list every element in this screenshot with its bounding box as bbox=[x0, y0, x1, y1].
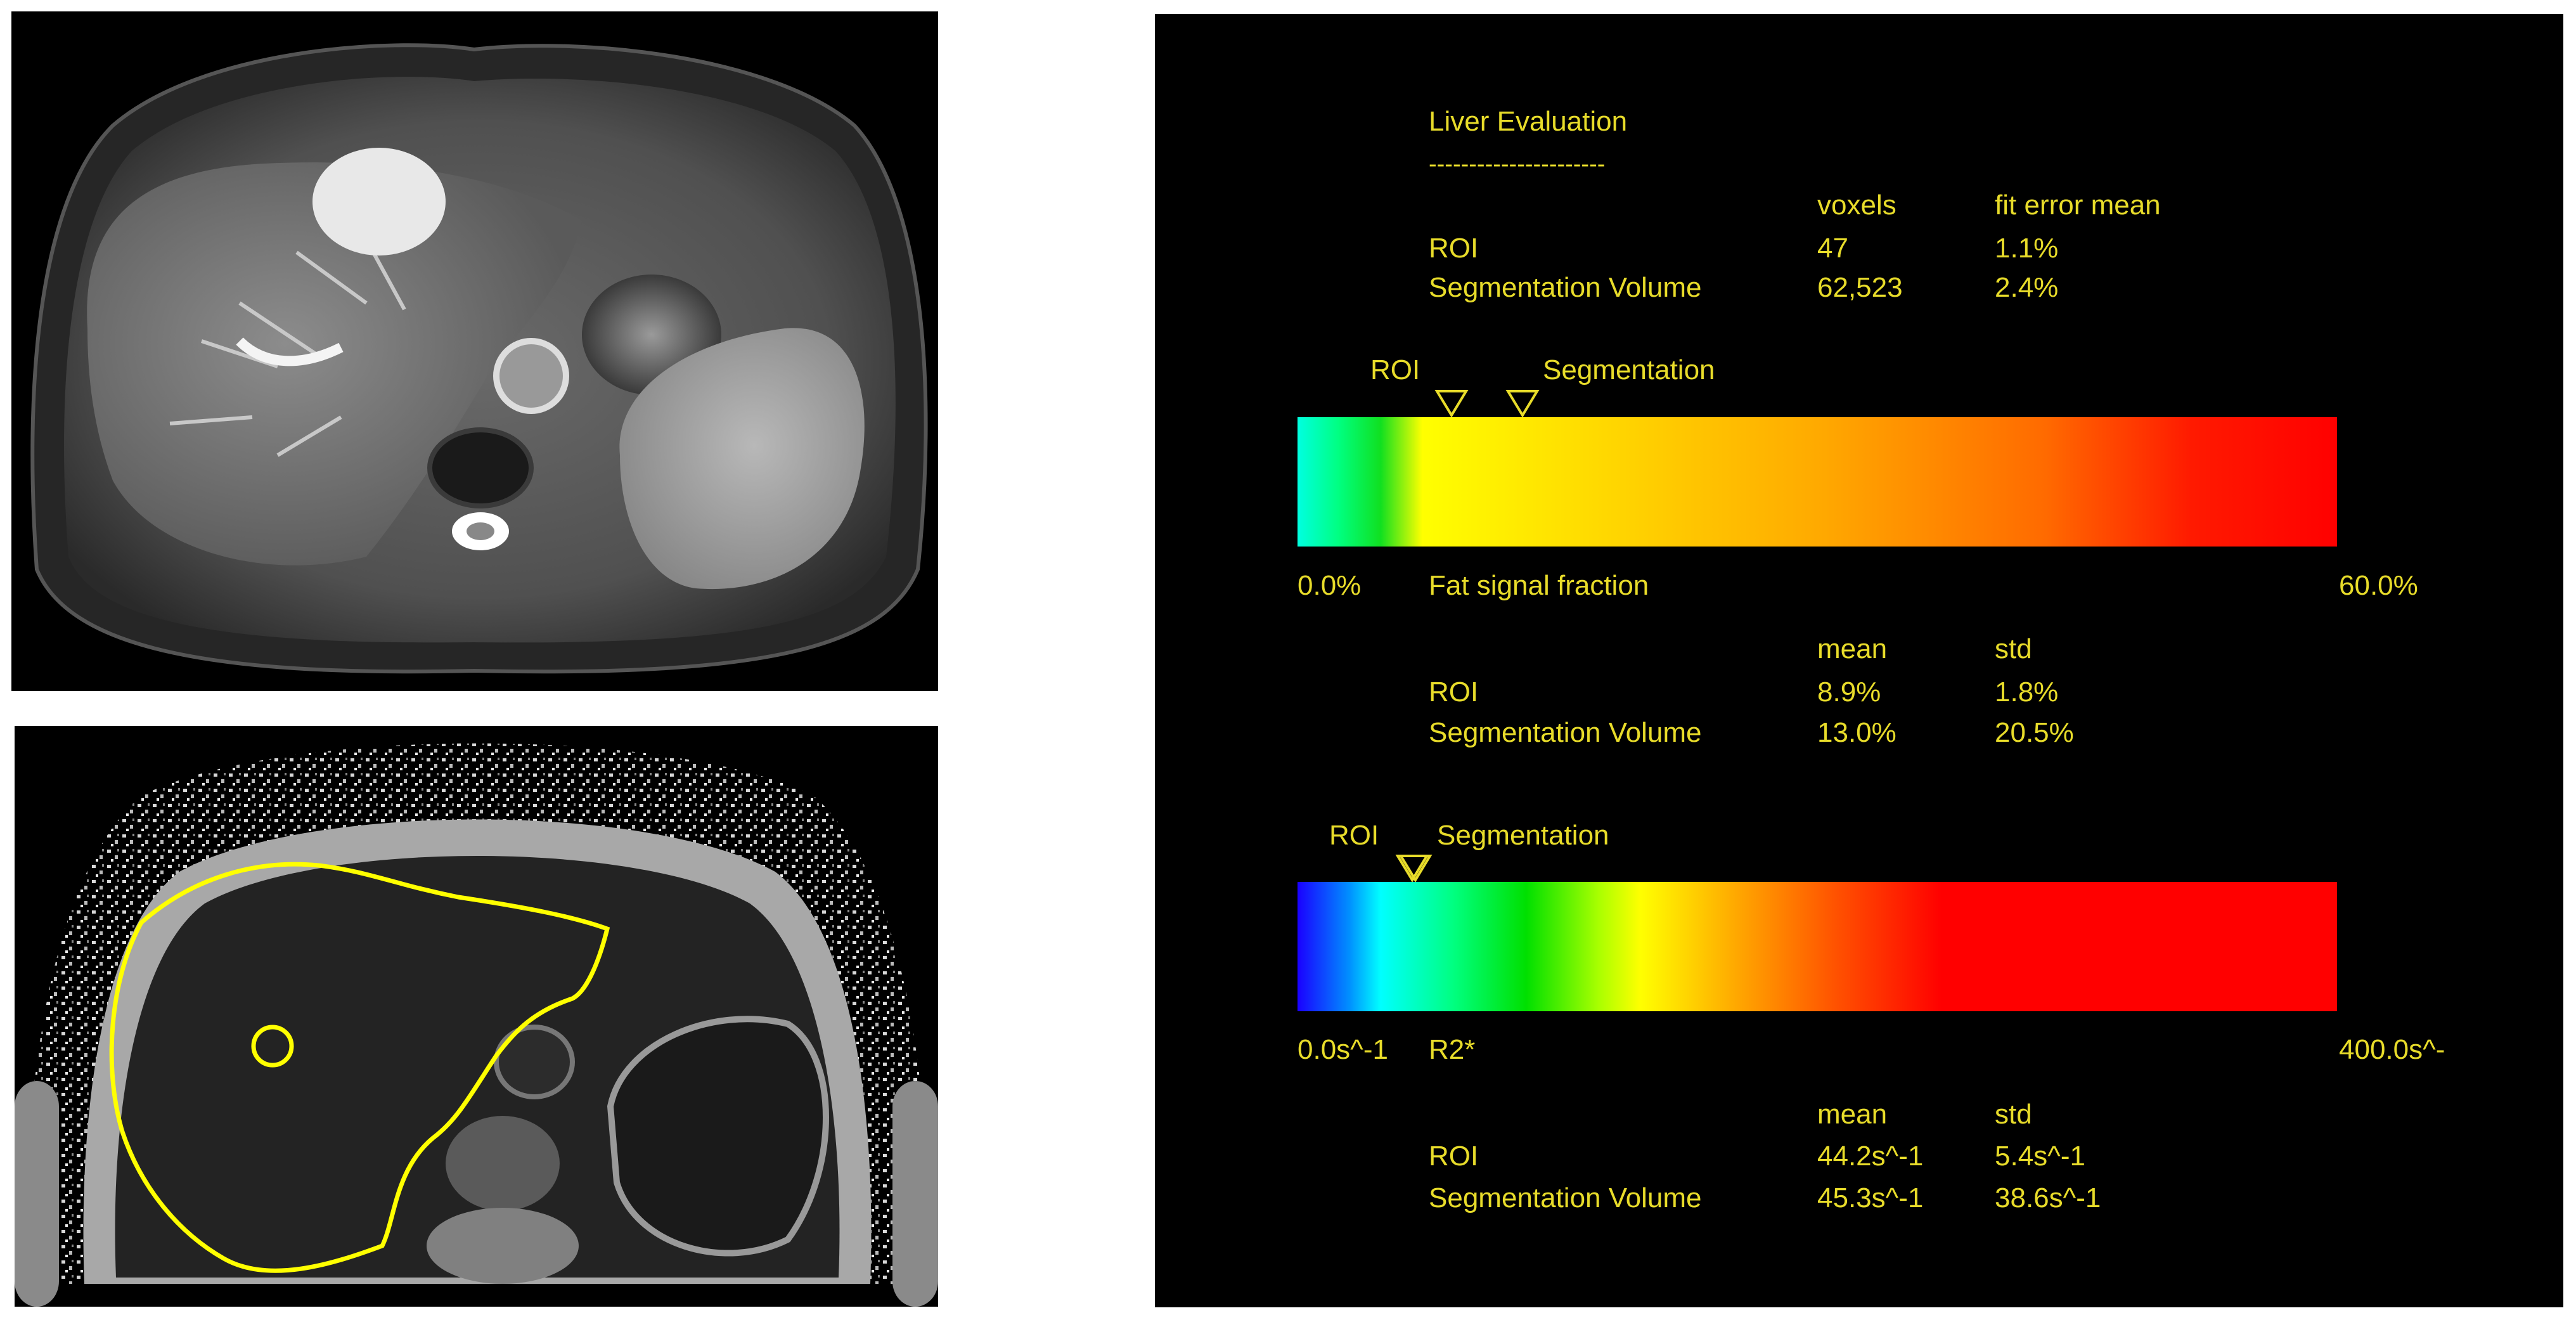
fat-row-label: Segmentation Volume bbox=[1429, 717, 1702, 748]
fat-row-value: 8.9% bbox=[1817, 676, 1881, 708]
fat-row-value: 13.0% bbox=[1817, 717, 1897, 748]
stats-header-fit-error: fit error mean bbox=[1995, 190, 2161, 221]
r2-segmentation-marker-label: Segmentation bbox=[1437, 820, 1609, 851]
stats-row-value: 1.1% bbox=[1995, 233, 2059, 264]
fat-row-value: 20.5% bbox=[1995, 717, 2074, 748]
fat-header-std: std bbox=[1995, 633, 2032, 664]
r2-scale-name: R2* bbox=[1429, 1034, 1476, 1065]
title-underline: ---------------------- bbox=[1429, 151, 1606, 178]
r2-row-value: 5.4s^-1 bbox=[1995, 1141, 2085, 1172]
r2-scale-max-label: 400.0s^- bbox=[2339, 1034, 2445, 1065]
r2-row-label: Segmentation Volume bbox=[1429, 1182, 1702, 1213]
stats-row-value: 2.4% bbox=[1995, 272, 2059, 303]
fat-scale-min-label: 0.0% bbox=[1298, 570, 1362, 601]
r2-scale-min-label: 0.0s^-1 bbox=[1298, 1034, 1388, 1065]
stats-row-value: 47 bbox=[1817, 233, 1848, 264]
fat-row-label: ROI bbox=[1429, 676, 1479, 708]
r2-header-std: std bbox=[1995, 1099, 2032, 1130]
r2-row-label: ROI bbox=[1429, 1141, 1479, 1172]
fat-roi-marker-label: ROI bbox=[1370, 354, 1420, 385]
r2-row-value: 45.3s^-1 bbox=[1817, 1182, 1924, 1213]
stats-row-label: ROI bbox=[1429, 233, 1479, 264]
fat-header-mean: mean bbox=[1817, 633, 1888, 664]
fat-segmentation-marker-label: Segmentation bbox=[1543, 354, 1715, 385]
stats-header-voxels: voxels bbox=[1817, 190, 1897, 221]
report-title: Liver Evaluation bbox=[1429, 106, 1628, 137]
stats-row-value: 62,523 bbox=[1817, 272, 1903, 303]
r2-row-value: 38.6s^-1 bbox=[1995, 1182, 2101, 1213]
r2-roi-marker-label: ROI bbox=[1329, 820, 1379, 851]
mri-segmentation-image bbox=[15, 726, 938, 1307]
stats-row-label: Segmentation Volume bbox=[1429, 272, 1702, 303]
mri-t2-axial-image bbox=[11, 11, 938, 691]
r2-header-mean: mean bbox=[1817, 1099, 1888, 1130]
fat-scale-max-label: 60.0% bbox=[2339, 570, 2418, 601]
roi-circle bbox=[251, 1025, 294, 1068]
fat-row-value: 1.8% bbox=[1995, 676, 2059, 708]
liver-segmentation-contour bbox=[109, 862, 610, 1273]
r2-star-colorbar bbox=[1298, 882, 2337, 1011]
fat-signal-colorbar bbox=[1298, 417, 2337, 547]
r2-row-value: 44.2s^-1 bbox=[1817, 1141, 1924, 1172]
liver-evaluation-report: Liver Evaluation ---------------------- … bbox=[1155, 14, 2563, 1307]
fat-scale-name: Fat signal fraction bbox=[1429, 570, 1649, 601]
